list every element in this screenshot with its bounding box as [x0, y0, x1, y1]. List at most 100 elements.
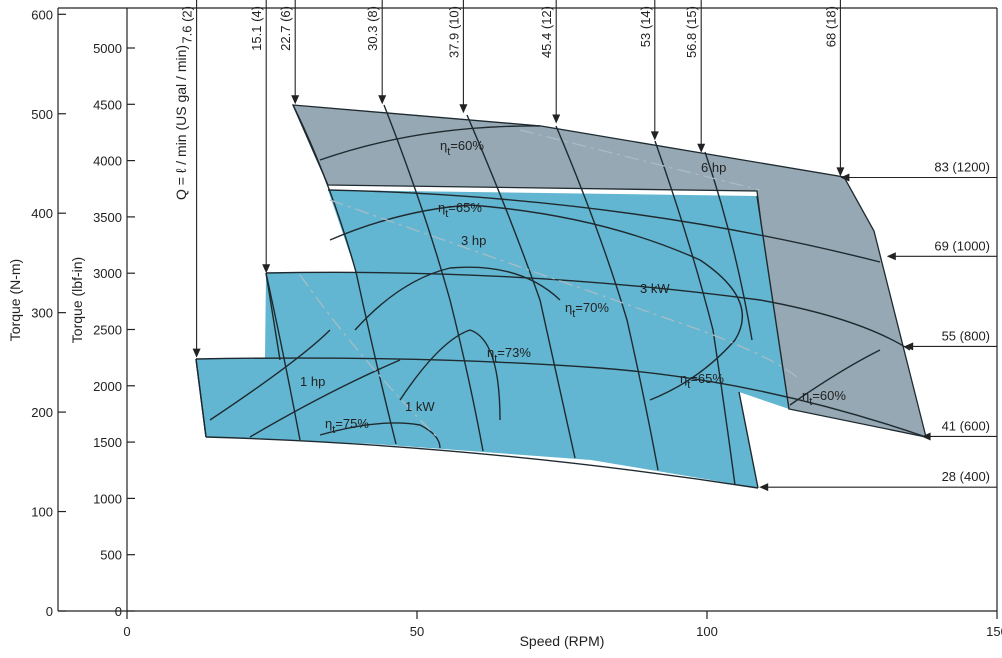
flow-arrow-head [836, 167, 845, 177]
intermittent-region [291, 104, 927, 438]
operating-regions [195, 104, 927, 489]
pressure-arrow-label: 28 (400) [942, 469, 990, 484]
y-axis-label-secondary: Torque (N-m) [7, 259, 23, 341]
y-tick-label: 3000 [93, 266, 122, 281]
flow-arrow-label: 68 (18) [823, 6, 838, 47]
pressure-arrow-label: 83 (1200) [934, 159, 990, 174]
pressure-arrow-head [886, 252, 896, 261]
pressure-arrow-head [904, 342, 914, 351]
power-line-1 [329, 199, 801, 381]
axes: 0501001500500100015002000250030003500400… [31, 7, 1002, 639]
y-tick-label: 0 [115, 604, 122, 619]
flow-contour-0 [195, 358, 207, 438]
y-tick-label-secondary: 100 [31, 505, 53, 520]
power-line-2 [519, 129, 761, 191]
pressure-arrow-label: 41 (600) [942, 418, 990, 433]
efficiency-contour-0 [319, 125, 541, 161]
flow-arrow-head [291, 95, 300, 105]
flow-arrow-label: 56.8 (15) [684, 6, 699, 58]
pressure-arrow-head [840, 173, 850, 182]
y-tick-label: 1000 [93, 491, 122, 506]
y-tick-label-secondary: 600 [31, 7, 53, 22]
efficiency-label: ηt=75% [325, 416, 369, 436]
pressure-lines: 83 (1200) 69 (1000) 55 (800) 41 (600) 28 (40… [759, 159, 997, 492]
flow-arrow-label: 37.9 (10) [446, 6, 461, 58]
y-tick-label-secondary: 400 [31, 206, 53, 221]
efficiency-contours [195, 104, 881, 486]
flow-arrow-label: 45.4 (12) [539, 6, 554, 58]
boundary-28 [205, 436, 759, 489]
x-tick-label: 50 [410, 624, 424, 639]
flow-contour-6 [654, 140, 736, 486]
continuous-region [196, 190, 789, 488]
efficiency-contour-5 [209, 329, 331, 421]
boundary-left2 [265, 272, 281, 361]
y-axis-label: Torque (lbf-in) [69, 257, 85, 343]
y-tick-label-secondary: 200 [31, 405, 53, 420]
y-tick-label: 5000 [93, 41, 122, 56]
boundary-69 [265, 271, 911, 351]
y-tick-label-secondary: 300 [31, 306, 53, 321]
power-label: 1 hp [300, 374, 325, 389]
x-tick-label: 0 [123, 624, 130, 639]
y-tick-label: 2000 [93, 379, 122, 394]
efficiency-contour-3 [399, 329, 501, 421]
flow-arrow-label: 30.3 (8) [365, 6, 380, 51]
efficiency-contour-7 [789, 349, 881, 406]
efficiency-contour-6 [249, 359, 401, 438]
boundary-55 [195, 357, 927, 438]
flow-arrow-head [697, 143, 706, 153]
region-labels: ηt=60% ηt=65% ηt=70% ηt=73% ηt=75% ηt=65% ηt=6… [300, 138, 846, 436]
flow-arrow-head [552, 114, 561, 124]
flow-arrow-label: 22.7 (6) [278, 6, 293, 51]
flow-contour-5 [555, 125, 659, 471]
flow-contour-4 [466, 114, 576, 459]
flow-rate-label: Q = ℓ / min (US gal / min) [173, 45, 189, 200]
flow-contour-1 [265, 272, 301, 441]
x-tick-label: 100 [696, 624, 718, 639]
flow-contour-2 [292, 104, 397, 445]
x-tick-label: 150 [986, 624, 1002, 639]
efficiency-contour-4 [319, 422, 441, 449]
x-axis-label: Speed (RPM) [520, 633, 605, 649]
flow-arrow-label: 53 (14) [638, 6, 653, 47]
flow-rate-lines: 7.6 (2) 15.1 (4) 22.7 (6) 30.3 (8) 37.9 (10)… [180, 0, 845, 358]
y-tick-label: 4000 [93, 154, 122, 169]
boundary-right-cont [756, 195, 790, 410]
efficiency-contour-2 [354, 266, 561, 331]
efficiency-contour-1 [329, 204, 744, 401]
flow-arrow-label: 7.6 (2) [180, 6, 195, 44]
pressure-arrow-head [921, 432, 931, 441]
y-tick-label: 4500 [93, 97, 122, 112]
y-tick-label: 3500 [93, 210, 122, 225]
y-tick-label: 2500 [93, 323, 122, 338]
efficiency-label: ηt=65% [438, 200, 482, 220]
y-tick-label: 500 [100, 548, 122, 563]
efficiency-label: ηt=73% [487, 345, 531, 365]
flow-contour-3 [383, 104, 484, 452]
efficiency-label: ηt=65% [680, 371, 724, 391]
flow-arrow-label: 15.1 (4) [249, 6, 264, 51]
boundary-right-low [738, 391, 759, 489]
flow-arrow-head [459, 104, 468, 114]
power-label: 3 hp [461, 233, 486, 248]
flow-arrow-head [378, 95, 387, 105]
efficiency-label: ηt=60% [802, 388, 846, 408]
efficiency-label: ηt=60% [440, 138, 484, 158]
flow-arrow-head [650, 131, 659, 141]
y-tick-label-secondary: 0 [46, 604, 53, 619]
efficiency-label: ηt=70% [565, 300, 609, 320]
pressure-arrow-head [759, 483, 769, 492]
flow-contour-7 [704, 151, 753, 341]
power-label: 6 hp [701, 160, 726, 175]
flow-arrow-head [262, 264, 271, 274]
y-tick-label: 1500 [93, 435, 122, 450]
y-tick-label-secondary: 500 [31, 107, 53, 122]
pressure-arrow-label: 55 (800) [942, 328, 990, 343]
flow-arrow-head [192, 348, 201, 358]
power-label: 3 kW [640, 281, 670, 296]
pressure-arrow-label: 69 (1000) [934, 238, 990, 253]
power-line-0 [299, 274, 441, 441]
boundary-83 [327, 189, 881, 263]
